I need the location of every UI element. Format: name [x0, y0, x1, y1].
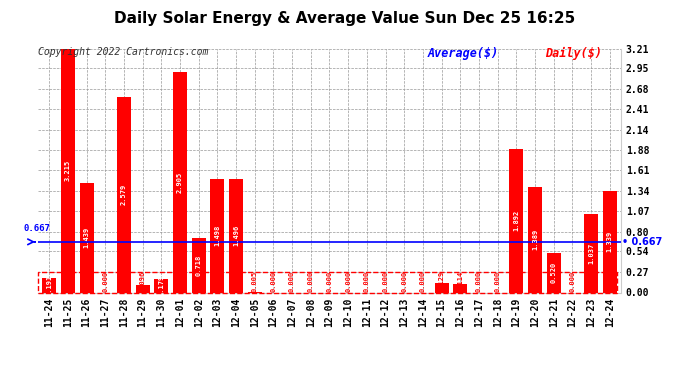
Text: 1.892: 1.892: [513, 210, 520, 231]
Text: 3.215: 3.215: [65, 160, 71, 181]
Text: Daily Solar Energy & Average Value Sun Dec 25 16:25: Daily Solar Energy & Average Value Sun D…: [115, 11, 575, 26]
Text: Average($): Average($): [428, 47, 499, 60]
Bar: [42, 278, 56, 292]
Bar: [528, 187, 542, 292]
Text: 1.496: 1.496: [233, 225, 239, 246]
Text: 0.005: 0.005: [252, 271, 258, 292]
Bar: [546, 253, 561, 292]
Text: 0.000: 0.000: [102, 271, 108, 292]
Bar: [173, 72, 187, 292]
Text: 0.000: 0.000: [270, 271, 277, 292]
Text: 0.000: 0.000: [495, 271, 501, 292]
Text: 0.191: 0.191: [46, 274, 52, 296]
Bar: [453, 284, 467, 292]
Bar: [79, 183, 94, 292]
Text: 2.905: 2.905: [177, 172, 183, 193]
Text: 1.439: 1.439: [83, 227, 90, 249]
Text: 0.000: 0.000: [401, 271, 407, 292]
Bar: [38, 272, 618, 292]
Text: 1.037: 1.037: [588, 243, 594, 264]
Text: 0.000: 0.000: [382, 271, 388, 292]
Text: 0.179: 0.179: [158, 275, 164, 296]
Text: 0.000: 0.000: [569, 271, 575, 292]
Text: 0.000: 0.000: [308, 271, 314, 292]
Text: 0.114: 0.114: [457, 271, 463, 292]
Text: 1.339: 1.339: [607, 231, 613, 252]
Text: • 0.667: • 0.667: [622, 237, 662, 247]
Bar: [117, 97, 131, 292]
Bar: [136, 285, 150, 292]
Text: Daily($): Daily($): [545, 47, 602, 60]
Bar: [192, 238, 206, 292]
Bar: [584, 214, 598, 292]
Text: 0.667: 0.667: [23, 224, 50, 233]
Text: Copyright 2022 Cartronics.com: Copyright 2022 Cartronics.com: [38, 47, 208, 57]
Text: 0.096: 0.096: [139, 271, 146, 292]
Text: 0.718: 0.718: [196, 255, 201, 276]
Text: 0.000: 0.000: [289, 271, 295, 292]
Bar: [509, 149, 523, 292]
Bar: [603, 191, 617, 292]
Text: 0.000: 0.000: [345, 271, 351, 292]
Text: 1.498: 1.498: [215, 225, 220, 246]
Text: 1.389: 1.389: [532, 229, 538, 251]
Bar: [61, 48, 75, 292]
Text: 0.000: 0.000: [364, 271, 370, 292]
Text: 0.520: 0.520: [551, 262, 557, 284]
Bar: [210, 179, 224, 292]
Text: 0.000: 0.000: [326, 271, 333, 292]
Text: 2.579: 2.579: [121, 184, 127, 205]
Bar: [229, 179, 243, 292]
Text: 0.000: 0.000: [420, 271, 426, 292]
Text: 0.000: 0.000: [476, 271, 482, 292]
Text: 0.129: 0.129: [439, 271, 444, 292]
Bar: [435, 283, 448, 292]
Bar: [155, 279, 168, 292]
